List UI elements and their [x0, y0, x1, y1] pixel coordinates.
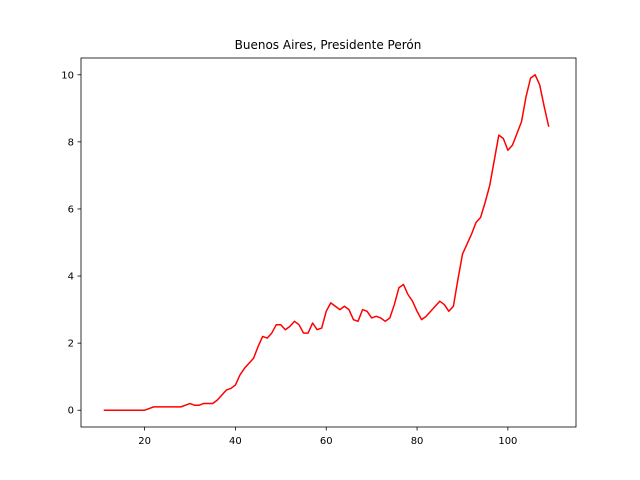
x-tick-label: 100 — [498, 436, 517, 447]
plot-area — [103, 74, 550, 411]
y-tick-label: 0 — [68, 406, 74, 417]
y-tick-label: 4 — [68, 272, 74, 283]
chart-title: Buenos Aires, Presidente Perón — [235, 38, 422, 52]
y-tick-label: 8 — [68, 137, 74, 148]
x-tick-label: 80 — [411, 436, 424, 447]
x-tick-label: 20 — [138, 436, 151, 447]
axes-frame — [80, 57, 577, 428]
x-tick-label: 40 — [229, 436, 242, 447]
series-line-0 — [103, 74, 550, 411]
y-tick-label: 10 — [61, 70, 74, 81]
x-tick-label: 60 — [320, 436, 333, 447]
y-tick-label: 2 — [68, 339, 74, 350]
axes: 20 40 60 80 100 0 2 4 6 8 10 — [61, 57, 577, 447]
y-tick-label: 6 — [68, 204, 74, 215]
